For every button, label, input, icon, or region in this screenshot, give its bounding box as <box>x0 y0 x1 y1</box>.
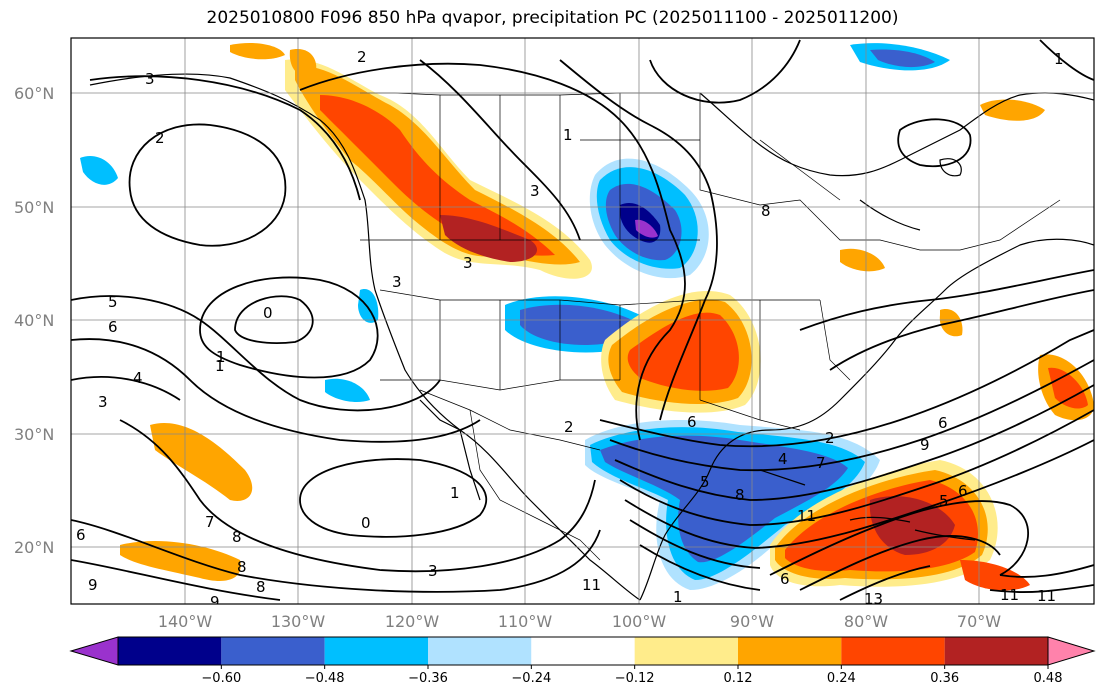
longitude-label: 80°W <box>844 612 888 631</box>
colorbar-tick-label: 0.48 <box>1034 671 1063 686</box>
contour-label: 6 <box>76 526 86 544</box>
colorbar-swatch <box>428 637 532 665</box>
colorbar-tick-label: −0.48 <box>305 671 345 686</box>
latitude-axis: 60°N 50°N 40°N 30°N 20°N <box>14 84 54 557</box>
colorbar-swatch <box>531 637 635 665</box>
colorbar-tick-label: 0.12 <box>724 671 753 686</box>
colorbar-tick-label: 0.36 <box>930 671 959 686</box>
colorbar-swatch <box>738 637 842 665</box>
contour-label: 3 <box>463 254 473 272</box>
contour-label: 3 <box>98 393 108 411</box>
precip-filled-areas <box>80 43 1094 591</box>
map-layers: 2 3 1 2 3 5 6 4 3 0 1 3 3 1 2 6 2 4 7 5 … <box>71 38 1094 611</box>
colorbar-swatch <box>944 637 1048 665</box>
contour-label: 7 <box>205 513 215 531</box>
contour-label: 8 <box>761 202 771 220</box>
contour-label: 11 <box>582 576 601 594</box>
colorbar-swatch <box>324 637 428 665</box>
chart-title: 2025010800 F096 850 hPa qvapor, precipit… <box>206 8 899 28</box>
longitude-label: 110°W <box>498 612 553 631</box>
longitude-label: 140°W <box>158 612 213 631</box>
longitude-label: 90°W <box>730 612 774 631</box>
contour-label: 11 <box>1037 587 1056 605</box>
colorbar-tick-label: −0.24 <box>511 671 551 686</box>
contour-label: 0 <box>263 304 273 322</box>
contour-label: 6 <box>958 482 968 500</box>
contour-label: 5 <box>939 492 949 510</box>
latitude-label: 20°N <box>14 538 54 557</box>
colorbar: −0.60 −0.48 −0.36 −0.24 −0.12 0.12 0.24 0.36 0.4… <box>69 636 1096 686</box>
contour-label: 2 <box>564 418 574 436</box>
contour-label: 8 <box>232 528 242 546</box>
contour-label: 6 <box>938 414 948 432</box>
longitude-label: 70°W <box>957 612 1001 631</box>
colorbar-swatch <box>118 637 222 665</box>
contour-label: 4 <box>133 369 143 387</box>
longitude-label: 120°W <box>385 612 440 631</box>
contour-label: 9 <box>920 436 930 454</box>
colorbar-frame <box>117 636 1049 666</box>
contour-label: 3 <box>392 273 402 291</box>
contour-label: 3 <box>428 562 438 580</box>
contour-label: 6 <box>108 318 118 336</box>
contour-label: 11 <box>797 507 816 525</box>
contour-label: 9 <box>88 576 98 594</box>
longitude-label: 100°W <box>612 612 667 631</box>
contour-label: 3 <box>530 182 540 200</box>
contour-label: 1 <box>215 357 225 375</box>
contour-label: 8 <box>256 578 266 596</box>
contour-label: 8 <box>237 558 247 576</box>
contour-label: 5 <box>700 473 710 491</box>
contour-label: 4 <box>778 450 788 468</box>
longitude-label: 130°W <box>271 612 326 631</box>
contour-label: 2 <box>357 48 367 66</box>
qvapor-contours <box>71 39 1094 601</box>
colorbar-tick-label: 0.24 <box>827 671 856 686</box>
contour-label: 1 <box>450 484 460 502</box>
contour-label: 1 <box>673 588 683 606</box>
colorbar-swatch <box>841 637 945 665</box>
contour-label: 1 <box>1054 50 1064 68</box>
contour-label: 3 <box>145 70 155 88</box>
contour-label: 9 <box>210 593 220 611</box>
colorbar-tick-label: −0.36 <box>408 671 448 686</box>
graticule <box>71 38 1094 604</box>
colorbar-tick-label: −0.60 <box>201 671 241 686</box>
longitude-axis: 140°W 130°W 120°W 110°W 100°W 90°W 80°W … <box>158 612 1001 631</box>
contour-label: 6 <box>687 413 697 431</box>
contour-label: 2 <box>825 429 835 447</box>
colorbar-tick-label: −0.12 <box>615 671 655 686</box>
latitude-label: 50°N <box>14 198 54 217</box>
contour-label: 5 <box>108 293 118 311</box>
colorbar-swatch <box>634 637 738 665</box>
colorbar-extend-high <box>1047 636 1096 666</box>
contour-label: 1 <box>216 348 226 366</box>
latitude-label: 40°N <box>14 311 54 330</box>
colorbar-swatch <box>221 637 325 665</box>
map-frame <box>70 37 1095 605</box>
contour-label: 6 <box>780 570 790 588</box>
contour-label-group: 2 3 1 2 3 5 6 4 3 0 1 3 3 1 2 6 2 4 7 5 … <box>76 48 1064 611</box>
latitude-label: 60°N <box>14 84 54 103</box>
contour-label: 1 <box>563 126 573 144</box>
contour-label: 8 <box>735 486 745 504</box>
latitude-label: 30°N <box>14 425 54 444</box>
colorbar-extend-low <box>69 636 119 666</box>
contour-label: 0 <box>361 514 371 532</box>
contour-label: 2 <box>155 129 165 147</box>
contour-label: 7 <box>816 454 826 472</box>
contour-label: 13 <box>864 590 883 608</box>
contour-label: 11 <box>1000 586 1019 604</box>
